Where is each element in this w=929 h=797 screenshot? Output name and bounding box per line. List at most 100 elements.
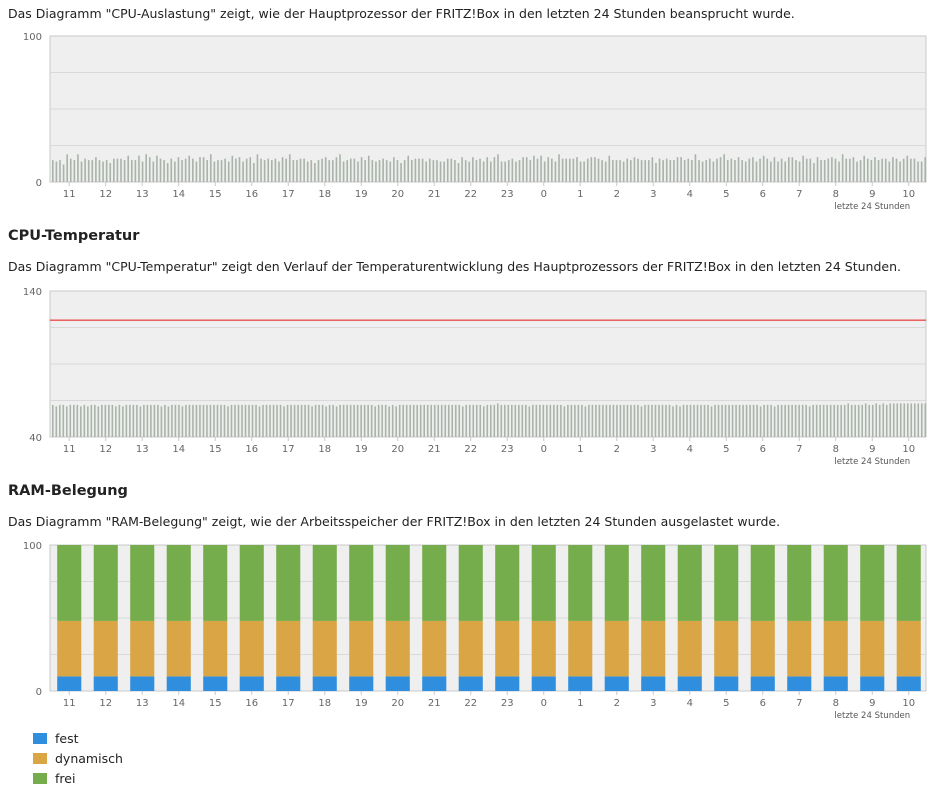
stacked-bar-dynamisch	[349, 620, 374, 677]
stacked-bar-dynamisch	[604, 620, 629, 677]
data-bar	[465, 404, 468, 437]
data-bar	[730, 158, 733, 182]
data-bar	[223, 404, 226, 437]
data-bar	[910, 403, 913, 437]
x-tick-label: 16	[245, 444, 258, 455]
x-tick-label: 6	[760, 444, 766, 455]
data-bar	[570, 404, 573, 437]
data-bar	[321, 404, 324, 437]
data-bar	[446, 158, 449, 182]
data-bar	[367, 404, 369, 437]
data-bar	[597, 158, 600, 182]
data-bar	[794, 404, 797, 437]
data-bar	[841, 154, 844, 182]
data-bar	[66, 406, 68, 437]
data-bar	[583, 161, 585, 182]
data-bar	[539, 404, 541, 437]
data-bar	[672, 406, 674, 437]
data-bar	[861, 404, 864, 437]
data-bar	[321, 158, 323, 182]
data-bar	[482, 161, 485, 182]
data-bar	[820, 160, 822, 182]
data-bar	[654, 404, 657, 437]
data-bar	[388, 406, 390, 437]
x-tick-label: 17	[282, 444, 295, 455]
stacked-bar-dynamisch	[312, 620, 337, 677]
stacked-bar-frei	[276, 545, 301, 621]
data-bar	[475, 160, 478, 182]
data-bar	[318, 404, 320, 437]
data-bar	[716, 158, 718, 182]
data-bar	[784, 161, 787, 182]
stacked-bar-frei	[604, 545, 629, 621]
stacked-bar-fest	[677, 676, 702, 691]
data-bar	[87, 160, 90, 182]
stacked-bar-fest	[495, 676, 520, 691]
stacked-bar-fest	[714, 676, 739, 691]
data-bar	[400, 163, 402, 182]
data-bar	[263, 160, 266, 182]
data-bar	[623, 404, 625, 437]
data-bar	[164, 404, 166, 437]
data-bar	[125, 404, 128, 437]
stacked-bar-dynamisch	[166, 620, 191, 677]
data-bar	[809, 158, 812, 182]
x-tick-label: 3	[650, 444, 656, 455]
data-bar	[798, 161, 801, 182]
data-bar	[766, 404, 769, 437]
legend-item-fest: fest	[33, 728, 123, 748]
data-bar	[192, 404, 194, 437]
stacked-bar-frei	[677, 545, 702, 621]
data-bar	[391, 404, 394, 437]
data-bar	[640, 406, 643, 437]
data-bar	[626, 404, 629, 437]
data-bar	[590, 157, 593, 182]
data-bar	[238, 157, 241, 182]
data-bar	[581, 404, 583, 437]
stacked-bar-dynamisch	[495, 620, 520, 677]
data-bar	[160, 406, 163, 437]
stacked-bar-dynamisch	[93, 620, 118, 677]
x-tick-label: 11	[63, 698, 76, 709]
x-tick-label: 16	[245, 698, 258, 709]
data-bar	[69, 404, 72, 437]
stacked-bar-frei	[239, 545, 264, 621]
data-bar	[283, 406, 285, 437]
stacked-bar-frei	[203, 545, 228, 621]
data-bar	[328, 404, 331, 437]
data-bar	[507, 160, 510, 182]
x-tick-label: 4	[687, 444, 693, 455]
data-bar	[780, 404, 783, 437]
data-bar	[454, 160, 456, 182]
data-bar	[540, 155, 542, 182]
data-bar	[353, 404, 355, 437]
x-tick-label: 15	[209, 189, 222, 200]
data-bar	[536, 158, 539, 182]
data-bar	[658, 404, 660, 437]
data-bar	[605, 404, 608, 437]
data-bar	[745, 404, 748, 437]
data-bar	[258, 406, 261, 437]
x-tick-label: 21	[428, 444, 441, 455]
data-bar	[335, 157, 338, 182]
data-bar	[497, 154, 499, 182]
stacked-bar-dynamisch	[641, 620, 666, 677]
data-bar	[127, 155, 130, 182]
data-bar	[598, 404, 601, 437]
data-bar	[143, 404, 145, 437]
y-tick-label: 40	[29, 433, 42, 444]
legend-label-fest: fest	[55, 730, 79, 746]
data-bar	[852, 157, 855, 182]
data-bar	[220, 160, 223, 182]
cpu-temp-heading: CPU-Temperatur	[8, 228, 140, 244]
data-bar	[62, 404, 65, 437]
legend-swatch-frei	[33, 772, 47, 784]
stacked-bar-frei	[531, 545, 556, 621]
data-bar	[450, 158, 453, 182]
data-bar	[332, 404, 334, 437]
stacked-bar-fest	[750, 676, 775, 691]
data-bar	[888, 161, 891, 182]
data-bar	[770, 404, 772, 437]
data-bar	[490, 161, 492, 182]
